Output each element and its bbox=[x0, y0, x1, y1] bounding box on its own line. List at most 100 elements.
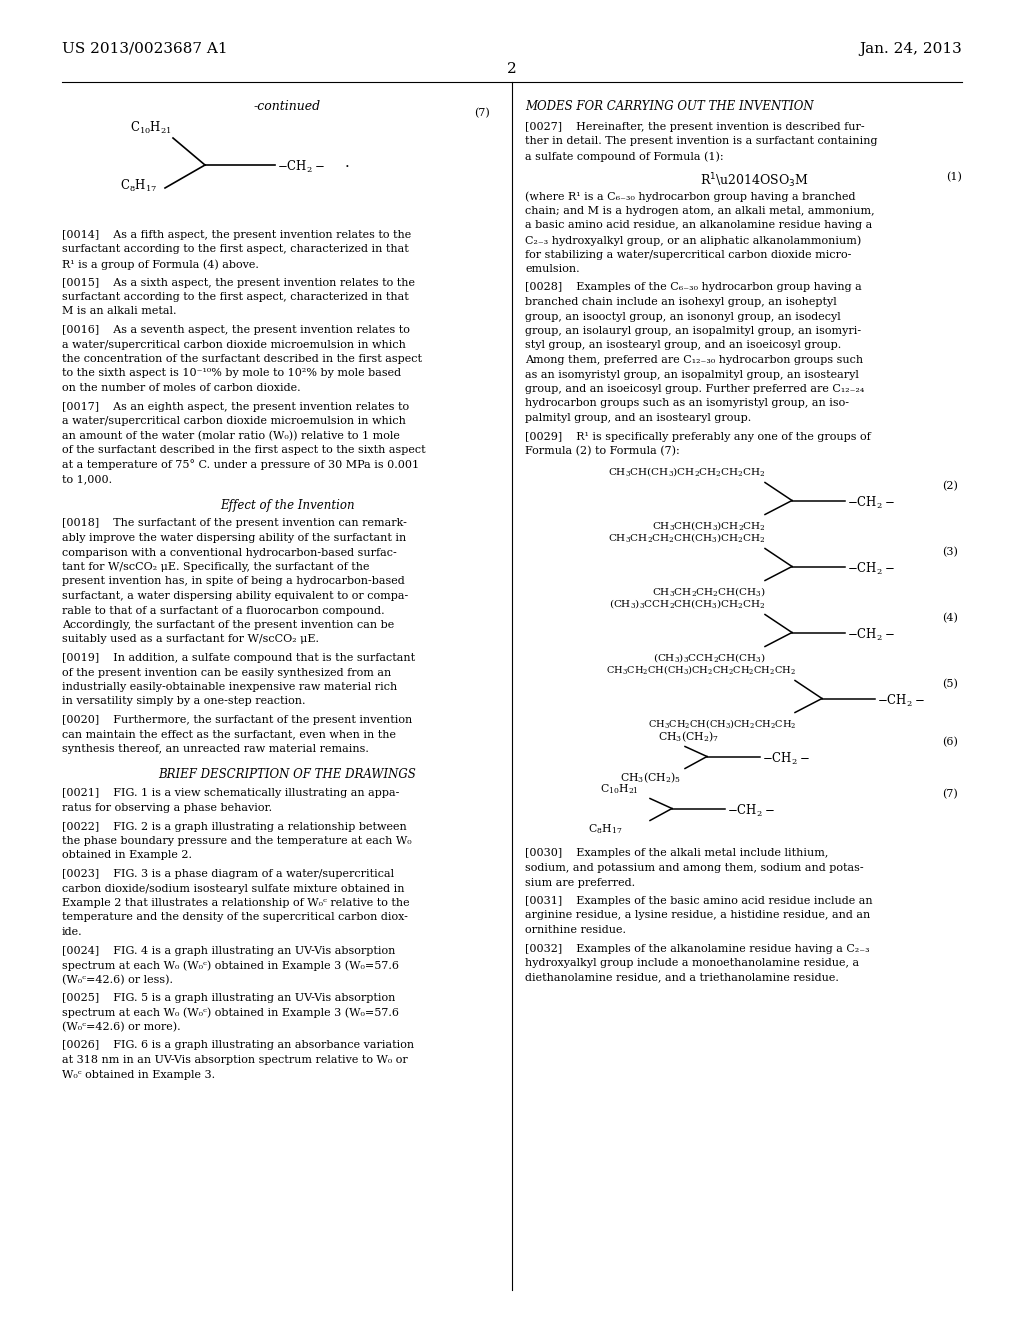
Text: group, an isooctyl group, an isononyl group, an isodecyl: group, an isooctyl group, an isononyl gr… bbox=[525, 312, 841, 322]
Text: of the present invention can be easily synthesized from an: of the present invention can be easily s… bbox=[62, 668, 391, 677]
Text: [0021]    FIG. 1 is a view schematically illustrating an appa-: [0021] FIG. 1 is a view schematically il… bbox=[62, 788, 399, 799]
Text: the phase boundary pressure and the temperature at each W₀: the phase boundary pressure and the temp… bbox=[62, 836, 412, 846]
Text: [0027]    Hereinafter, the present invention is described fur-: [0027] Hereinafter, the present inventio… bbox=[525, 121, 864, 132]
Text: present invention has, in spite of being a hydrocarbon-based: present invention has, in spite of being… bbox=[62, 577, 404, 586]
Text: Among them, preferred are C₁₂₋₃₀ hydrocarbon groups such: Among them, preferred are C₁₂₋₃₀ hydroca… bbox=[525, 355, 863, 366]
Text: $\mathregular{(CH_3)_3CCH_2CH(CH_3)}$: $\mathregular{(CH_3)_3CCH_2CH(CH_3)}$ bbox=[652, 651, 766, 664]
Text: sium are preferred.: sium are preferred. bbox=[525, 878, 635, 887]
Text: $\mathregular{(CH_3)_3CCH_2CH(CH_3)CH_2CH_2}$: $\mathregular{(CH_3)_3CCH_2CH(CH_3)CH_2C… bbox=[609, 598, 766, 610]
Text: sodium, and potassium and among them, sodium and potas-: sodium, and potassium and among them, so… bbox=[525, 863, 863, 873]
Text: [0016]    As a seventh aspect, the present invention relates to: [0016] As a seventh aspect, the present … bbox=[62, 325, 410, 335]
Text: a sulfate compound of Formula (1):: a sulfate compound of Formula (1): bbox=[525, 150, 724, 161]
Text: an amount of the water (molar ratio (W₀)) relative to 1 mole: an amount of the water (molar ratio (W₀)… bbox=[62, 430, 400, 441]
Text: Effect of the Invention: Effect of the Invention bbox=[220, 499, 354, 511]
Text: branched chain include an isohexyl group, an isoheptyl: branched chain include an isohexyl group… bbox=[525, 297, 837, 308]
Text: [0032]    Examples of the alkanolamine residue having a C₂₋₃: [0032] Examples of the alkanolamine resi… bbox=[525, 944, 869, 953]
Text: arginine residue, a lysine residue, a histidine residue, and an: arginine residue, a lysine residue, a hi… bbox=[525, 911, 870, 920]
Text: [0020]    Furthermore, the surfactant of the present invention: [0020] Furthermore, the surfactant of th… bbox=[62, 715, 413, 725]
Text: of the surfactant described in the first aspect to the sixth aspect: of the surfactant described in the first… bbox=[62, 445, 426, 455]
Text: $\mathregular{C_{10}H_{21}}$: $\mathregular{C_{10}H_{21}}$ bbox=[130, 120, 172, 136]
Text: [0029]    R¹ is specifically preferably any one of the groups of: [0029] R¹ is specifically preferably any… bbox=[525, 432, 870, 441]
Text: 2: 2 bbox=[507, 62, 517, 77]
Text: surfactant, a water dispersing ability equivalent to or compa-: surfactant, a water dispersing ability e… bbox=[62, 591, 409, 601]
Text: a water/supercritical carbon dioxide microemulsion in which: a water/supercritical carbon dioxide mic… bbox=[62, 339, 406, 350]
Text: M is an alkali metal.: M is an alkali metal. bbox=[62, 306, 176, 317]
Text: (2): (2) bbox=[942, 480, 958, 491]
Text: diethanolamine residue, and a triethanolamine residue.: diethanolamine residue, and a triethanol… bbox=[525, 973, 839, 982]
Text: hydrocarbon groups such as an isomyristyl group, an iso-: hydrocarbon groups such as an isomyristy… bbox=[525, 399, 849, 408]
Text: to the sixth aspect is 10⁻¹⁰% by mole to 10²% by mole based: to the sixth aspect is 10⁻¹⁰% by mole to… bbox=[62, 368, 401, 379]
Text: surfactant according to the first aspect, characterized in that: surfactant according to the first aspect… bbox=[62, 244, 409, 255]
Text: (5): (5) bbox=[942, 678, 958, 689]
Text: ·: · bbox=[345, 160, 350, 174]
Text: [0026]    FIG. 6 is a graph illustrating an absorbance variation: [0026] FIG. 6 is a graph illustrating an… bbox=[62, 1040, 414, 1051]
Text: $\mathregular{CH_3CH(CH_3)CH_2CH_2}$: $\mathregular{CH_3CH(CH_3)CH_2CH_2}$ bbox=[652, 519, 766, 532]
Text: ide.: ide. bbox=[62, 927, 83, 937]
Text: at 318 nm in an UV-Vis absorption spectrum relative to W₀ or: at 318 nm in an UV-Vis absorption spectr… bbox=[62, 1055, 408, 1065]
Text: $\mathregular{CH_3CH_2CH_2CH(CH_3)CH_2CH_2}$: $\mathregular{CH_3CH_2CH_2CH(CH_3)CH_2CH… bbox=[608, 532, 766, 544]
Text: hydroxyalkyl group include a monoethanolamine residue, a: hydroxyalkyl group include a monoethanol… bbox=[525, 958, 859, 968]
Text: ornithine residue.: ornithine residue. bbox=[525, 925, 626, 935]
Text: US 2013/0023687 A1: US 2013/0023687 A1 bbox=[62, 42, 227, 55]
Text: (3): (3) bbox=[942, 546, 958, 557]
Text: (7): (7) bbox=[942, 788, 958, 799]
Text: $\mathregular{CH_3CH(CH_3)CH_2CH_2CH_2CH_2}$: $\mathregular{CH_3CH(CH_3)CH_2CH_2CH_2CH… bbox=[608, 466, 766, 479]
Text: $\mathregular{C_{10}H_{21}}$: $\mathregular{C_{10}H_{21}}$ bbox=[600, 783, 639, 796]
Text: tant for W/scCO₂ μE. Specifically, the surfactant of the: tant for W/scCO₂ μE. Specifically, the s… bbox=[62, 562, 370, 572]
Text: [0019]    In addition, a sulfate compound that is the surfactant: [0019] In addition, a sulfate compound t… bbox=[62, 653, 415, 663]
Text: ther in detail. The present invention is a surfactant containing: ther in detail. The present invention is… bbox=[525, 136, 878, 147]
Text: ratus for observing a phase behavior.: ratus for observing a phase behavior. bbox=[62, 803, 272, 813]
Text: Accordingly, the surfactant of the present invention can be: Accordingly, the surfactant of the prese… bbox=[62, 620, 394, 630]
Text: MODES FOR CARRYING OUT THE INVENTION: MODES FOR CARRYING OUT THE INVENTION bbox=[525, 100, 814, 114]
Text: to 1,000.: to 1,000. bbox=[62, 474, 112, 484]
Text: the concentration of the surfactant described in the first aspect: the concentration of the surfactant desc… bbox=[62, 354, 422, 364]
Text: can maintain the effect as the surfactant, even when in the: can maintain the effect as the surfactan… bbox=[62, 730, 396, 739]
Text: synthesis thereof, an unreacted raw material remains.: synthesis thereof, an unreacted raw mate… bbox=[62, 744, 369, 754]
Text: $\mathregular{CH_3(CH_2)_7}$: $\mathregular{CH_3(CH_2)_7}$ bbox=[658, 730, 719, 744]
Text: comparison with a conventional hydrocarbon-based surfac-: comparison with a conventional hydrocarb… bbox=[62, 548, 396, 557]
Text: Formula (2) to Formula (7):: Formula (2) to Formula (7): bbox=[525, 446, 680, 457]
Text: (W₀ᶜ=42.6) or less).: (W₀ᶜ=42.6) or less). bbox=[62, 974, 173, 985]
Text: [0015]    As a sixth aspect, the present invention relates to the: [0015] As a sixth aspect, the present in… bbox=[62, 277, 415, 288]
Text: (W₀ᶜ=42.6) or more).: (W₀ᶜ=42.6) or more). bbox=[62, 1022, 180, 1032]
Text: $\mathregular{C_8H_{17}}$: $\mathregular{C_8H_{17}}$ bbox=[120, 178, 157, 194]
Text: palmityl group, and an isostearyl group.: palmityl group, and an isostearyl group. bbox=[525, 413, 752, 422]
Text: styl group, an isostearyl group, and an isoeicosyl group.: styl group, an isostearyl group, and an … bbox=[525, 341, 842, 351]
Text: $-\mathregular{CH_2}-$: $-\mathregular{CH_2}-$ bbox=[847, 627, 895, 643]
Text: $-\mathregular{CH_2}-$: $-\mathregular{CH_2}-$ bbox=[727, 803, 775, 818]
Text: BRIEF DESCRIPTION OF THE DRAWINGS: BRIEF DESCRIPTION OF THE DRAWINGS bbox=[158, 768, 416, 781]
Text: $\mathregular{CH_3(CH_2)_5}$: $\mathregular{CH_3(CH_2)_5}$ bbox=[620, 771, 681, 785]
Text: for stabilizing a water/supercritical carbon dioxide micro-: for stabilizing a water/supercritical ca… bbox=[525, 249, 851, 260]
Text: [0023]    FIG. 3 is a phase diagram of a water/supercritical: [0023] FIG. 3 is a phase diagram of a wa… bbox=[62, 869, 394, 879]
Text: temperature and the density of the supercritical carbon diox-: temperature and the density of the super… bbox=[62, 912, 408, 923]
Text: $\mathregular{CH_3CH_2CH(CH_3)CH_2CH_2CH_2CH_2CH_2}$: $\mathregular{CH_3CH_2CH(CH_3)CH_2CH_2CH… bbox=[606, 664, 796, 676]
Text: chain; and M is a hydrogen atom, an alkali metal, ammonium,: chain; and M is a hydrogen atom, an alka… bbox=[525, 206, 874, 216]
Text: $\mathregular{CH_3CH_2CH(CH_3)CH_2CH_2CH_2}$: $\mathregular{CH_3CH_2CH(CH_3)CH_2CH_2CH… bbox=[647, 717, 796, 730]
Text: [0031]    Examples of the basic amino acid residue include an: [0031] Examples of the basic amino acid … bbox=[525, 896, 872, 906]
Text: in versatility simply by a one-step reaction.: in versatility simply by a one-step reac… bbox=[62, 697, 305, 706]
Text: (7): (7) bbox=[474, 108, 490, 119]
Text: $-\mathregular{CH_2}-$: $-\mathregular{CH_2}-$ bbox=[877, 693, 925, 709]
Text: (6): (6) bbox=[942, 737, 958, 747]
Text: (where R¹ is a C₆₋₃₀ hydrocarbon group having a branched: (where R¹ is a C₆₋₃₀ hydrocarbon group h… bbox=[525, 191, 855, 202]
Text: carbon dioxide/sodium isostearyl sulfate mixture obtained in: carbon dioxide/sodium isostearyl sulfate… bbox=[62, 883, 404, 894]
Text: as an isomyristyl group, an isopalmityl group, an isostearyl: as an isomyristyl group, an isopalmityl … bbox=[525, 370, 859, 380]
Text: (1): (1) bbox=[946, 172, 962, 182]
Text: spectrum at each W₀ (W₀ᶜ) obtained in Example 3 (W₀=57.6: spectrum at each W₀ (W₀ᶜ) obtained in Ex… bbox=[62, 1007, 399, 1018]
Text: [0030]    Examples of the alkali metal include lithium,: [0030] Examples of the alkali metal incl… bbox=[525, 849, 828, 858]
Text: (4): (4) bbox=[942, 612, 958, 623]
Text: emulsion.: emulsion. bbox=[525, 264, 580, 275]
Text: a water/supercritical carbon dioxide microemulsion in which: a water/supercritical carbon dioxide mic… bbox=[62, 416, 406, 426]
Text: [0017]    As an eighth aspect, the present invention relates to: [0017] As an eighth aspect, the present … bbox=[62, 401, 410, 412]
Text: suitably used as a surfactant for W/scCO₂ μE.: suitably used as a surfactant for W/scCO… bbox=[62, 635, 319, 644]
Text: R¹ is a group of Formula (4) above.: R¹ is a group of Formula (4) above. bbox=[62, 259, 259, 269]
Text: obtained in Example 2.: obtained in Example 2. bbox=[62, 850, 193, 861]
Text: [0022]    FIG. 2 is a graph illustrating a relationship between: [0022] FIG. 2 is a graph illustrating a … bbox=[62, 821, 407, 832]
Text: group, an isolauryl group, an isopalmityl group, an isomyri-: group, an isolauryl group, an isopalmity… bbox=[525, 326, 861, 337]
Text: rable to that of a surfactant of a fluorocarbon compound.: rable to that of a surfactant of a fluor… bbox=[62, 606, 385, 615]
Text: $\mathregular{-CH_2-}$: $\mathregular{-CH_2-}$ bbox=[278, 158, 325, 176]
Text: industrially easily-obtainable inexpensive raw material rich: industrially easily-obtainable inexpensi… bbox=[62, 682, 397, 692]
Text: C₂₋₃ hydroxyalkyl group, or an aliphatic alkanolammonium): C₂₋₃ hydroxyalkyl group, or an aliphatic… bbox=[525, 235, 861, 246]
Text: $\mathregular{CH_3CH_2CH_2CH(CH_3)}$: $\mathregular{CH_3CH_2CH_2CH(CH_3)}$ bbox=[652, 585, 766, 598]
Text: -continued: -continued bbox=[253, 100, 321, 114]
